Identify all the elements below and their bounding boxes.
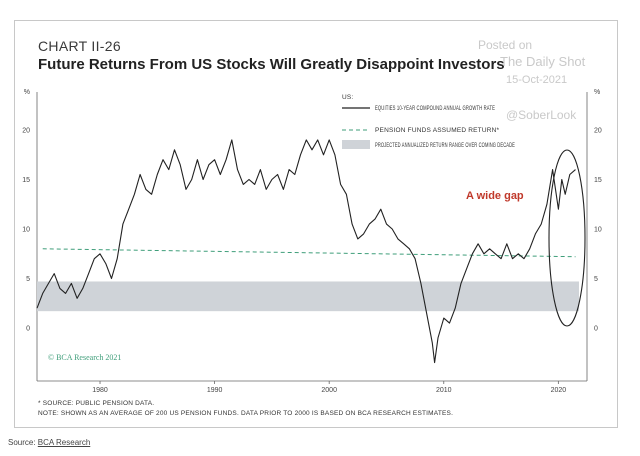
watermark-outlet: The Daily Shot <box>500 54 586 69</box>
legend-pension-label: PENSION FUNDS ASSUMED RETURN* <box>375 127 500 134</box>
y-tick-label-right: 20 <box>594 128 602 135</box>
page-source-prefix: Source: <box>8 438 38 447</box>
watermark-posted-on: Posted on <box>478 38 533 52</box>
x-tick-label: 2010 <box>436 387 452 394</box>
watermark-date: 15-Oct-2021 <box>506 74 568 86</box>
x-tick-label: 1990 <box>207 387 223 394</box>
x-ticks: 1980 1990 2000 2010 2020 <box>92 381 566 394</box>
footnote-note: NOTE: SHOWN AS AN AVERAGE OF 200 US PENS… <box>38 410 454 417</box>
y-ticks-left: 0 5 10 15 20 <box>22 128 30 333</box>
chart-title: Future Returns From US Stocks Will Great… <box>38 56 505 73</box>
chart-frame <box>14 20 618 428</box>
y-tick-label-left: 10 <box>22 227 30 234</box>
y-tick-label-left: 0 <box>26 326 30 333</box>
y-tick-label-right: 10 <box>594 227 602 234</box>
footnote-source: * SOURCE: PUBLIC PENSION DATA. <box>38 400 155 407</box>
x-tick-label: 2020 <box>551 387 567 394</box>
watermark-handle: @SoberLook <box>506 108 577 122</box>
gap-annotation: A wide gap <box>466 190 524 202</box>
page-source-link[interactable]: BCA Research <box>37 438 91 447</box>
legend-header: US: <box>342 94 353 101</box>
y-tick-label-left: 20 <box>22 128 30 135</box>
equities-cagr-line <box>36 139 576 364</box>
page-source: Source: BCA Research <box>8 438 90 447</box>
y-axis-unit-right: % <box>594 89 600 96</box>
x-tick-label: 2000 <box>321 387 337 394</box>
y-ticks-right: 0 5 10 15 20 <box>594 128 602 333</box>
pension-assumed-return-line <box>42 248 576 258</box>
y-tick-label-right: 15 <box>594 177 602 184</box>
legend-equities-label: EQUITIES 10-YEAR COMPOUND ANNUAL GROWTH … <box>375 105 495 112</box>
x-tick-label: 1980 <box>92 387 108 394</box>
legend: US: EQUITIES 10-YEAR COMPOUND ANNUAL GRO… <box>342 94 515 149</box>
y-tick-label-right: 0 <box>594 326 598 333</box>
legend-band-swatch <box>342 140 370 149</box>
y-tick-label-left: 15 <box>22 177 30 184</box>
projected-return-band <box>37 281 579 312</box>
y-axis-unit-left: % <box>24 89 30 96</box>
y-tick-label-left: 5 <box>26 276 30 283</box>
y-tick-label-right: 5 <box>594 276 598 283</box>
gap-ellipse <box>548 149 586 327</box>
chart-credit: © BCA Research 2021 <box>48 353 121 362</box>
legend-band-label: PROJECTED ANNUALIZED RETURN RANGE OVER C… <box>375 142 515 149</box>
chart-number-label: CHART II-26 <box>38 38 121 54</box>
